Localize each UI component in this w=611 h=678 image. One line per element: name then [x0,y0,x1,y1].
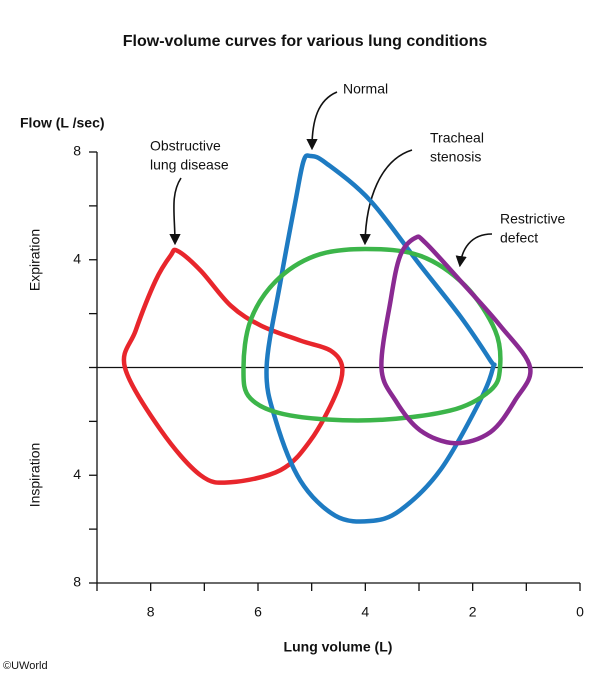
annotation: Tracheal [430,130,484,146]
x-axis-label: Lung volume (L) [284,639,393,655]
y-tick-label: 8 [73,143,81,159]
x-tick-label: 8 [147,604,155,620]
annotation: lung disease [150,157,229,173]
x-tick-label: 4 [361,604,369,620]
flow-volume-loop [379,234,533,446]
y-axis-label: Flow (L /sec) [20,115,105,131]
annotation: Restrictive [500,211,566,227]
chart-title: Flow-volume curves for various lung cond… [123,33,488,50]
flow-volume-loop [264,153,497,524]
annotation-arrow [306,91,338,151]
flow-volume-loop [241,246,503,423]
x-tick-label: 2 [469,604,477,620]
annotation-arrow [169,177,182,246]
x-tick-label: 0 [576,604,584,620]
y-tick-label: 4 [73,466,81,482]
inspiration-label: Inspiration [27,443,43,508]
annotation: defect [500,230,538,246]
annotation: Obstructive [150,138,221,154]
annotation-arrow [455,233,493,268]
expiration-label: Expiration [27,229,43,291]
y-tick-label: 8 [73,574,81,590]
flow-volume-loop [121,247,345,485]
credit: ©UWorld [3,660,48,672]
annotation-arrow [359,149,413,246]
x-tick-label: 6 [254,604,262,620]
y-tick-label: 4 [73,250,81,266]
annotation: stenosis [430,149,481,165]
annotation: Normal [343,81,388,97]
